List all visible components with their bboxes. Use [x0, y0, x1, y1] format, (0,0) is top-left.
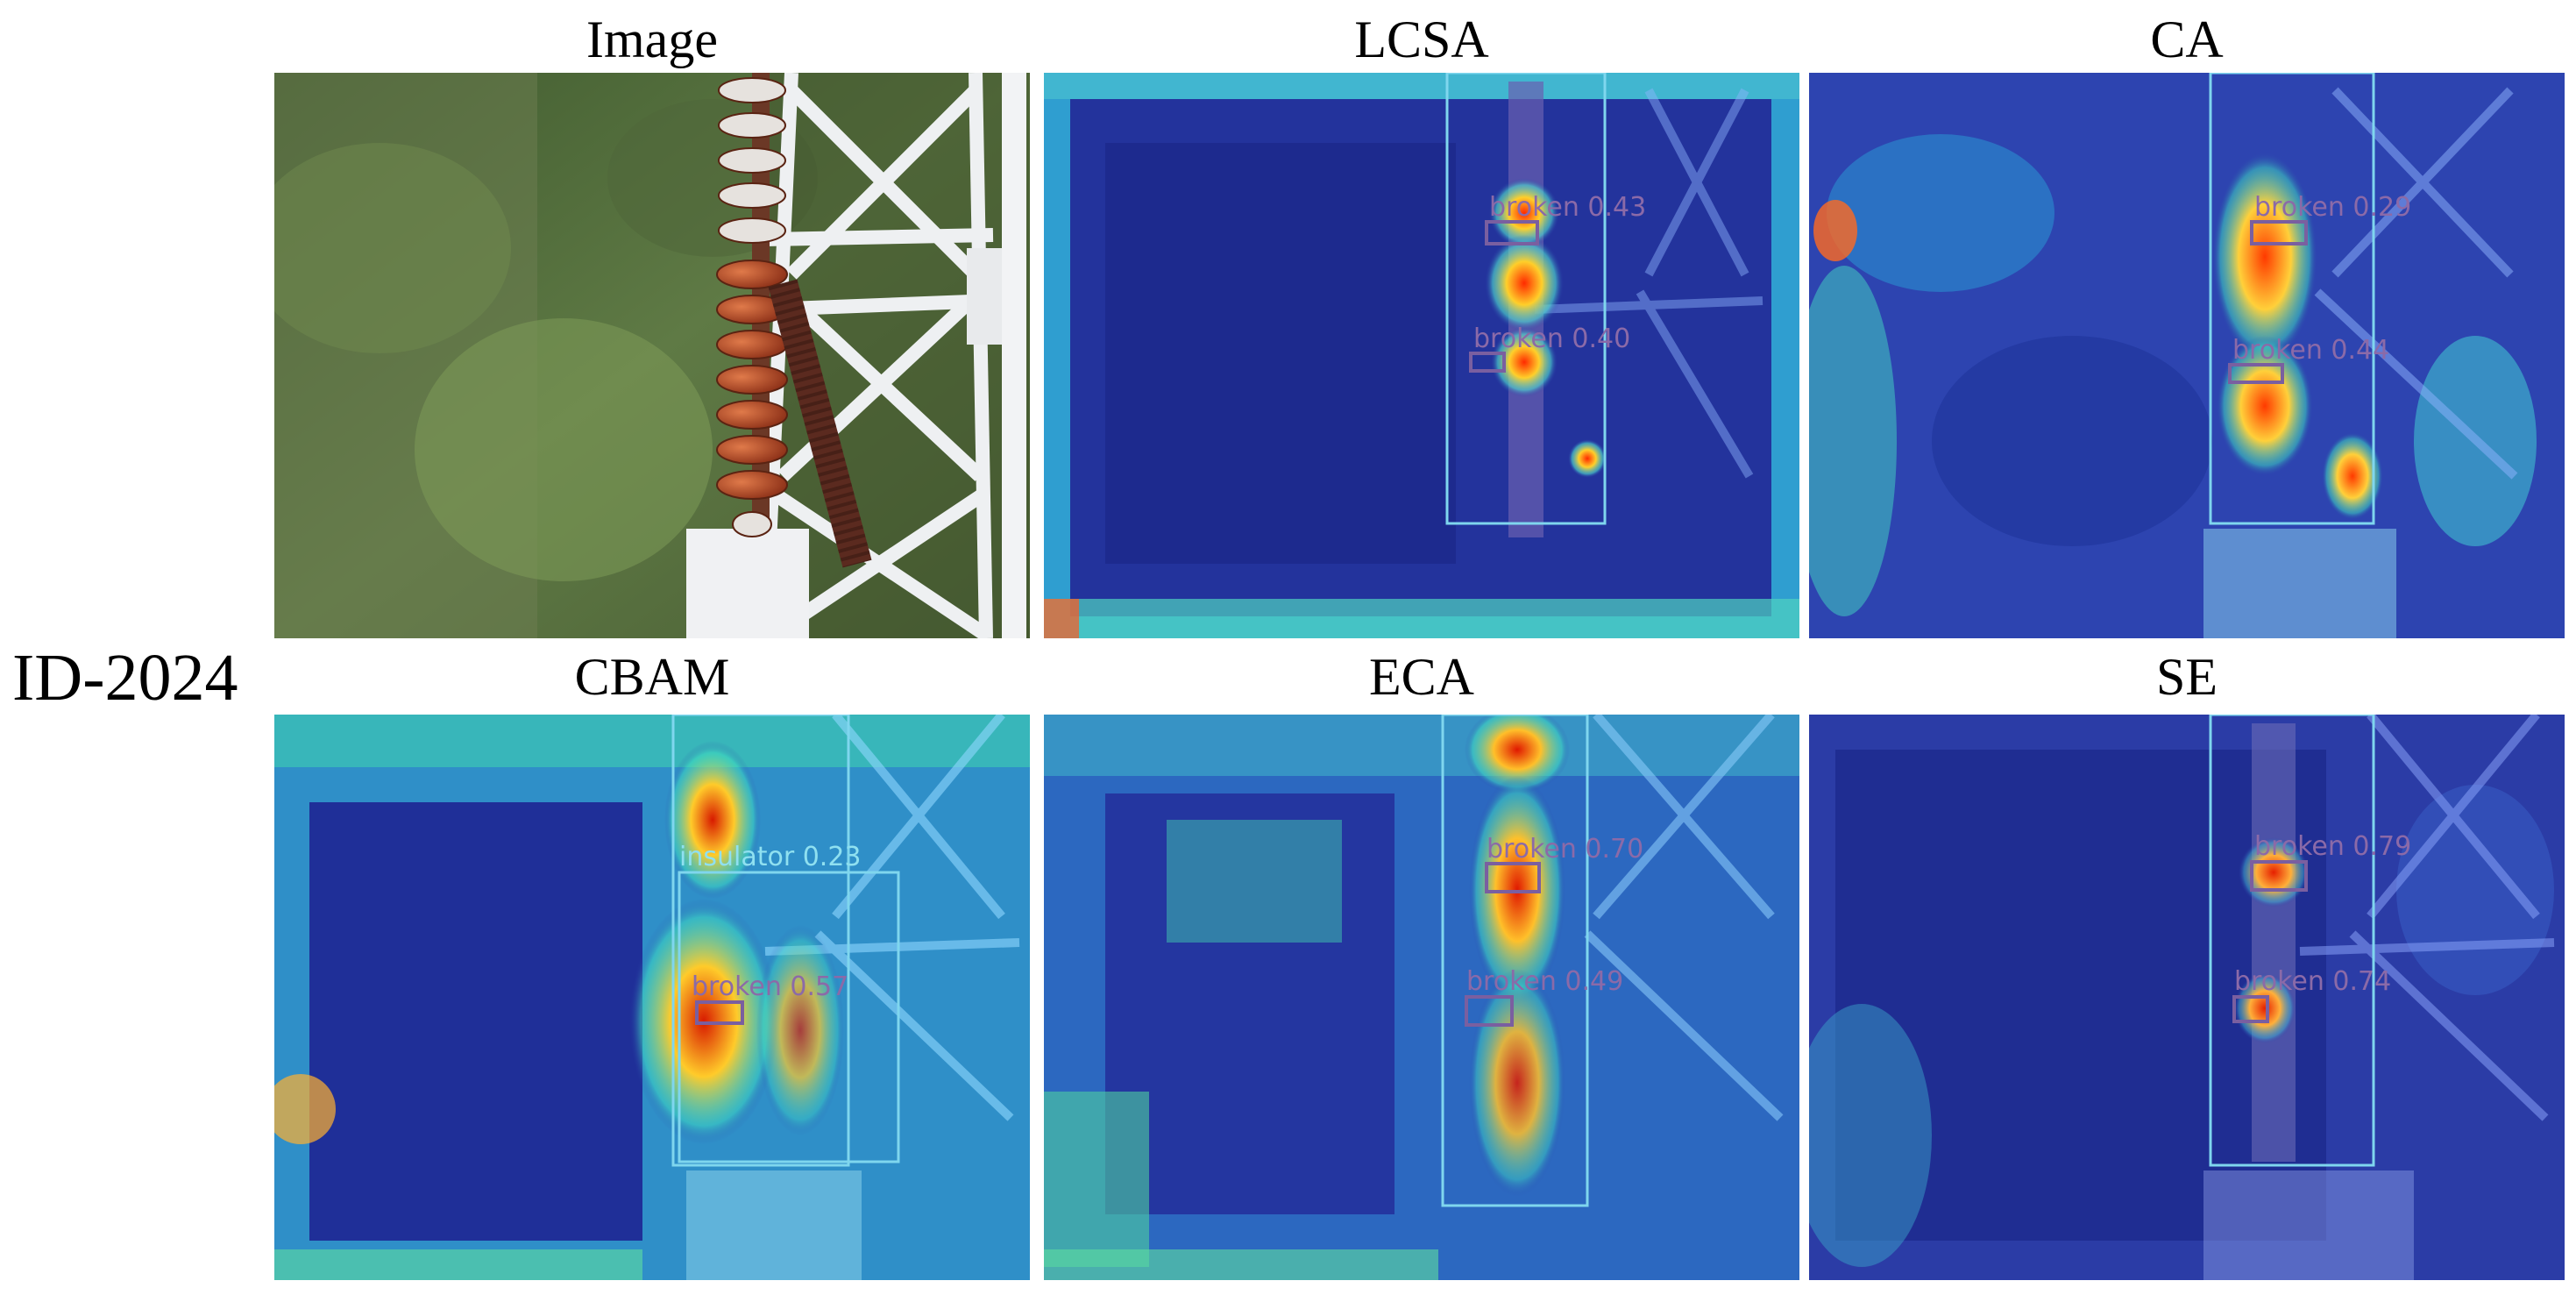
panel-title-se: SE	[2155, 648, 2218, 706]
panel-title-image: Image	[586, 11, 718, 68]
insulator-box	[1441, 715, 1589, 1207]
heatmap-cbam: insulator 0.23 broken 0.57	[274, 715, 1030, 1280]
detection-label-broken: broken 0.57	[692, 971, 848, 1002]
panel-se: broken 0.79 broken 0.74	[1809, 715, 2565, 1280]
heatmap-se: broken 0.79 broken 0.74	[1809, 715, 2565, 1280]
panel-cbam: insulator 0.23 broken 0.57	[274, 715, 1030, 1280]
detection-label-1: broken 0.79	[2254, 831, 2411, 862]
insulator-trace	[1485, 82, 1607, 537]
detection-box-1	[2250, 860, 2308, 892]
detection-label-2: broken 0.74	[2234, 966, 2391, 997]
detection-box-2	[2232, 995, 2269, 1023]
detection-box-1	[1485, 862, 1541, 893]
detection-label-2: broken 0.49	[1466, 966, 1623, 997]
panel-title-cbam: CBAM	[574, 648, 730, 706]
panel-image	[274, 73, 1030, 638]
panel-title-eca: ECA	[1369, 648, 1474, 706]
panel-ca: broken 0.29 broken 0.44	[1809, 73, 2565, 638]
detection-label-1: broken 0.29	[2254, 192, 2411, 223]
row-label: ID-2024	[12, 641, 238, 715]
panel-title-lcsa: LCSA	[1354, 11, 1489, 68]
panel-title-ca: CA	[2150, 11, 2224, 68]
detection-box-2	[1469, 352, 1506, 373]
insulator-box-outer	[671, 715, 850, 1167]
heatmap-lcsa: broken 0.43 broken 0.40	[1044, 73, 1799, 638]
detection-box-2	[1465, 995, 1514, 1027]
insulator-box	[1445, 73, 1607, 525]
detection-box-2	[2228, 363, 2284, 384]
detection-label-1: broken 0.43	[1489, 192, 1646, 223]
detection-box-insulator	[678, 871, 900, 1163]
photo-tower-insulator	[274, 73, 1030, 638]
insulator-box	[2209, 73, 2375, 525]
heatmap-ca: broken 0.29 broken 0.44	[1809, 73, 2565, 638]
insulator-box	[2209, 715, 2375, 1167]
detection-label-insulator: insulator 0.23	[679, 842, 862, 872]
heatmap-eca: broken 0.70 broken 0.49	[1044, 715, 1799, 1280]
detection-box-1	[2250, 220, 2308, 245]
panel-eca: broken 0.70 broken 0.49	[1044, 715, 1799, 1280]
detection-box-1	[1485, 220, 1539, 245]
insulator-string	[716, 73, 872, 568]
detection-label-2: broken 0.40	[1473, 324, 1630, 354]
detection-label-2: broken 0.44	[2232, 335, 2389, 366]
detection-label-1: broken 0.70	[1487, 834, 1643, 865]
detection-box-broken	[695, 1000, 744, 1025]
panel-lcsa: broken 0.43 broken 0.40	[1044, 73, 1799, 638]
